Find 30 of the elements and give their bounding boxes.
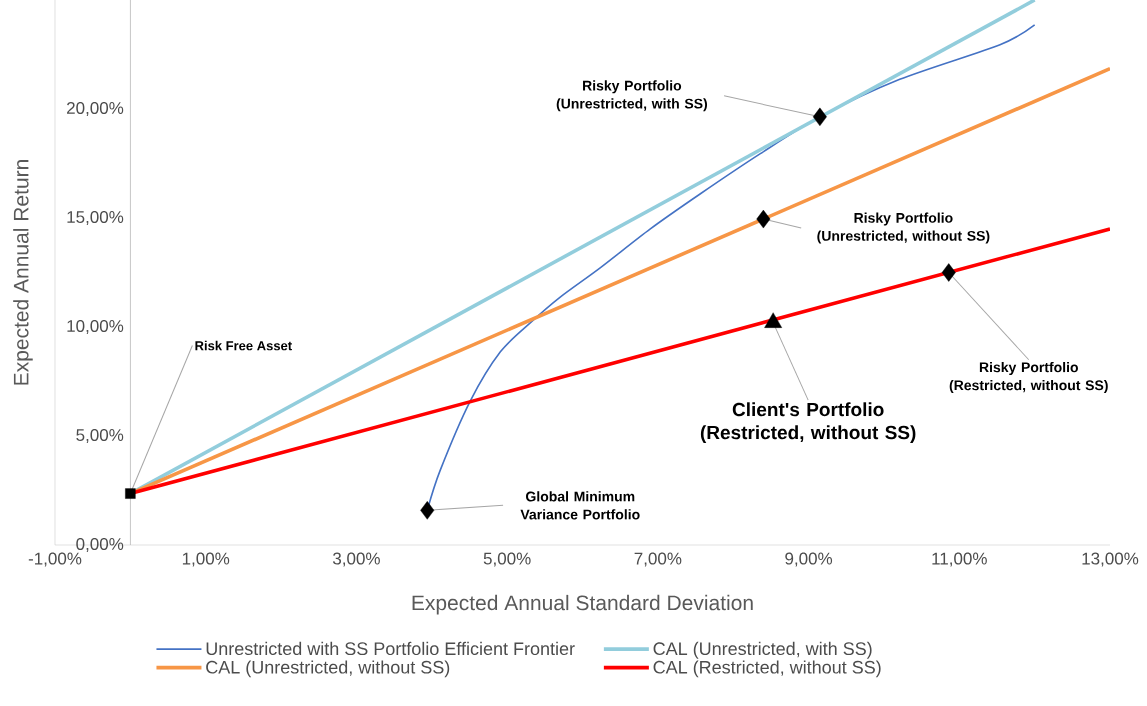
x-tick-label: 7,00% [634,552,682,567]
legend-label: CAL (Unrestricted, with SS) [653,641,872,659]
point [812,107,827,127]
x-tick-label: 5,00% [483,552,531,567]
y-tick-label: 15,00% [67,210,124,226]
point [420,501,435,520]
x-tick-label: -1,00% [28,552,82,567]
legend-label: CAL (Unrestricted, without SS) [206,660,450,678]
annotation: Risky Portfolio (Unrestricted, with SS) [556,80,708,112]
y-tick-label: 20,00% [67,101,124,117]
legend-label: Unrestricted with SS Portfolio Efficient Frontier [206,641,575,656]
x-tick-label: 1,00% [182,552,230,567]
annotation: Risk Free Asset [195,340,292,351]
legend-label: CAL (Restricted, without SS) [653,660,881,678]
y-tick-label: 10,00% [67,319,124,335]
x-tick-label: 13,00% [1082,552,1139,567]
x-axis-title: Expected Annual Standard Deviation [412,594,753,615]
x-tick-label: 3,00% [332,552,380,567]
point [125,488,136,499]
annotation: Risky Portfolio (Restricted, without SS) [949,361,1108,394]
x-tick-label: 9,00% [785,552,833,567]
y-tick-label: 0,00% [76,537,124,553]
annotation: Client's Portfolio (Restricted, without SS) [700,402,916,443]
x-tick-label: 11,00% [932,552,987,567]
point [941,263,956,282]
point [756,209,771,229]
annotation: Global Minimum Variance Portfolio [520,491,640,520]
annotation: Risky Portfolio (Unrestricted, without SS) [817,212,990,244]
y-axis-title: Expected Annual Return [13,160,33,385]
y-tick-label: 5,00% [76,428,124,444]
